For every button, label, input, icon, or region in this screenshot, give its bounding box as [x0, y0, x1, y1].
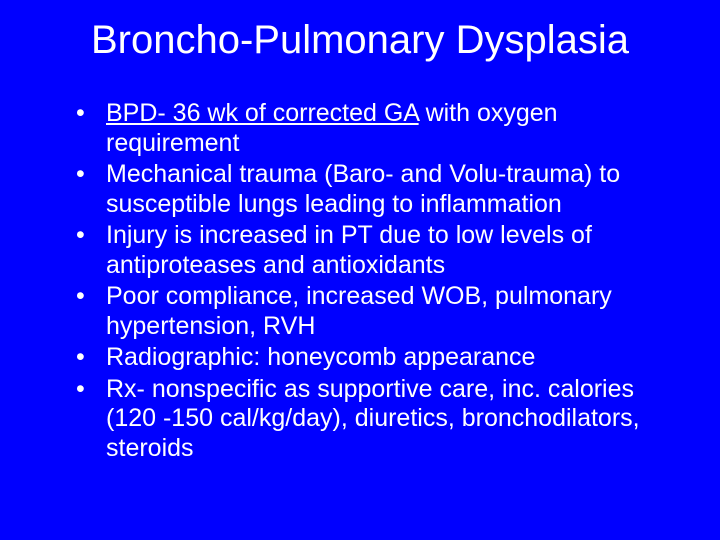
list-item-text: Mechanical trauma (Baro- and Volu-trauma…	[106, 160, 620, 218]
list-item: BPD- 36 wk of corrected GA with oxygen r…	[76, 99, 680, 158]
list-item: Rx- nonspecific as supportive care, inc.…	[76, 375, 680, 464]
list-item: Injury is increased in PT due to low lev…	[76, 221, 680, 280]
bullet-list: BPD- 36 wk of corrected GA with oxygen r…	[40, 99, 680, 463]
list-item: Radiographic: honeycomb appearance	[76, 343, 680, 373]
list-item-text: Injury is increased in PT due to low lev…	[106, 221, 592, 279]
list-item: Mechanical trauma (Baro- and Volu-trauma…	[76, 160, 680, 219]
list-item-text: Radiographic: honeycomb appearance	[106, 343, 535, 371]
list-item-underlined: BPD- 36 wk of corrected GA	[106, 99, 419, 127]
list-item-text: Poor compliance, increased WOB, pulmonar…	[106, 282, 612, 340]
list-item: Poor compliance, increased WOB, pulmonar…	[76, 282, 680, 341]
slide-title: Broncho-Pulmonary Dysplasia	[40, 18, 680, 63]
slide: Broncho-Pulmonary Dysplasia BPD- 36 wk o…	[0, 0, 720, 540]
list-item-text: Rx- nonspecific as supportive care, inc.…	[106, 375, 640, 462]
